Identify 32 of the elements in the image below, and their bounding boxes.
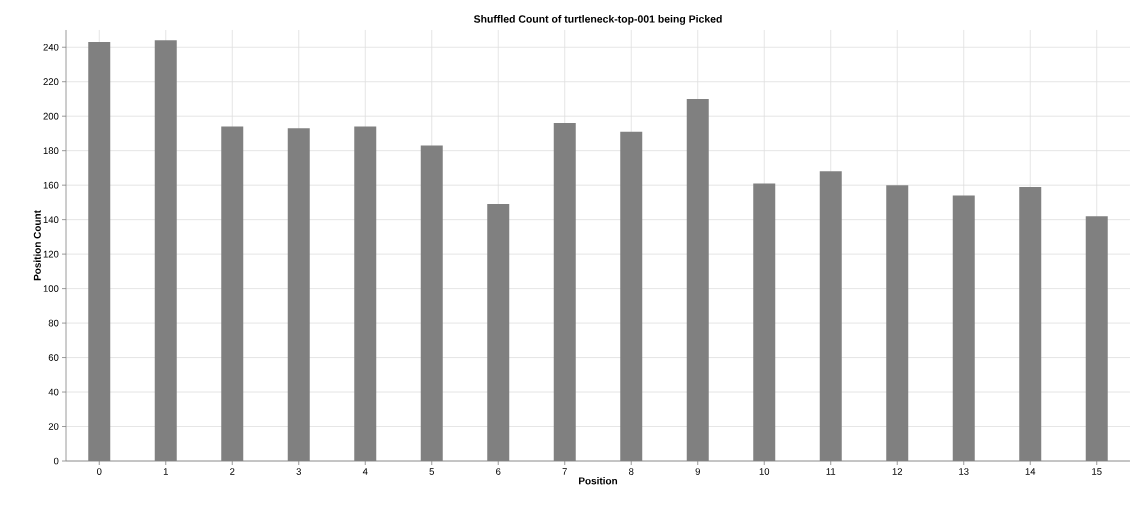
x-tick-label: 6 [496, 468, 501, 475]
y-tick-label: 0 [53, 457, 59, 465]
x-tick-label: 1 [163, 468, 168, 475]
x-tick-label: 9 [695, 468, 700, 475]
y-tick-label: 200 [43, 112, 59, 120]
x-tick-label: 2 [230, 468, 235, 475]
y-tick-label: 180 [43, 147, 59, 155]
x-tick-label: 7 [562, 468, 567, 475]
x-tick-label: 10 [759, 468, 770, 475]
x-tick-label: 14 [1025, 468, 1036, 475]
x-axis-title: Position [579, 477, 618, 485]
x-tick-label: 15 [1092, 468, 1102, 475]
y-tick-label: 20 [48, 423, 59, 430]
y-tick-label: 220 [43, 78, 59, 86]
y-tick-label: 60 [48, 354, 59, 361]
y-tick-label: 100 [43, 285, 59, 292]
y-tick-label: 120 [43, 250, 59, 258]
x-tick-label: 5 [429, 468, 434, 475]
y-tick-label: 80 [48, 319, 59, 327]
y-tick-label: 240 [43, 43, 59, 51]
x-tick-label: 4 [362, 468, 368, 475]
x-tick-label: 12 [892, 468, 903, 475]
x-tick-label: 8 [629, 468, 634, 475]
y-axis-title: Position Count [33, 210, 41, 281]
chart-title: Shuffled Count of turtleneck-top-001 being Picked [473, 15, 722, 25]
y-tick-label: 40 [48, 388, 59, 396]
x-tick-label: 3 [296, 468, 301, 475]
y-tick-label: 140 [43, 216, 59, 223]
x-tick-label: 11 [826, 468, 836, 475]
x-tick-label: 0 [96, 468, 102, 475]
y-tick-label: 160 [43, 181, 59, 189]
x-tick-label: 13 [959, 468, 969, 475]
